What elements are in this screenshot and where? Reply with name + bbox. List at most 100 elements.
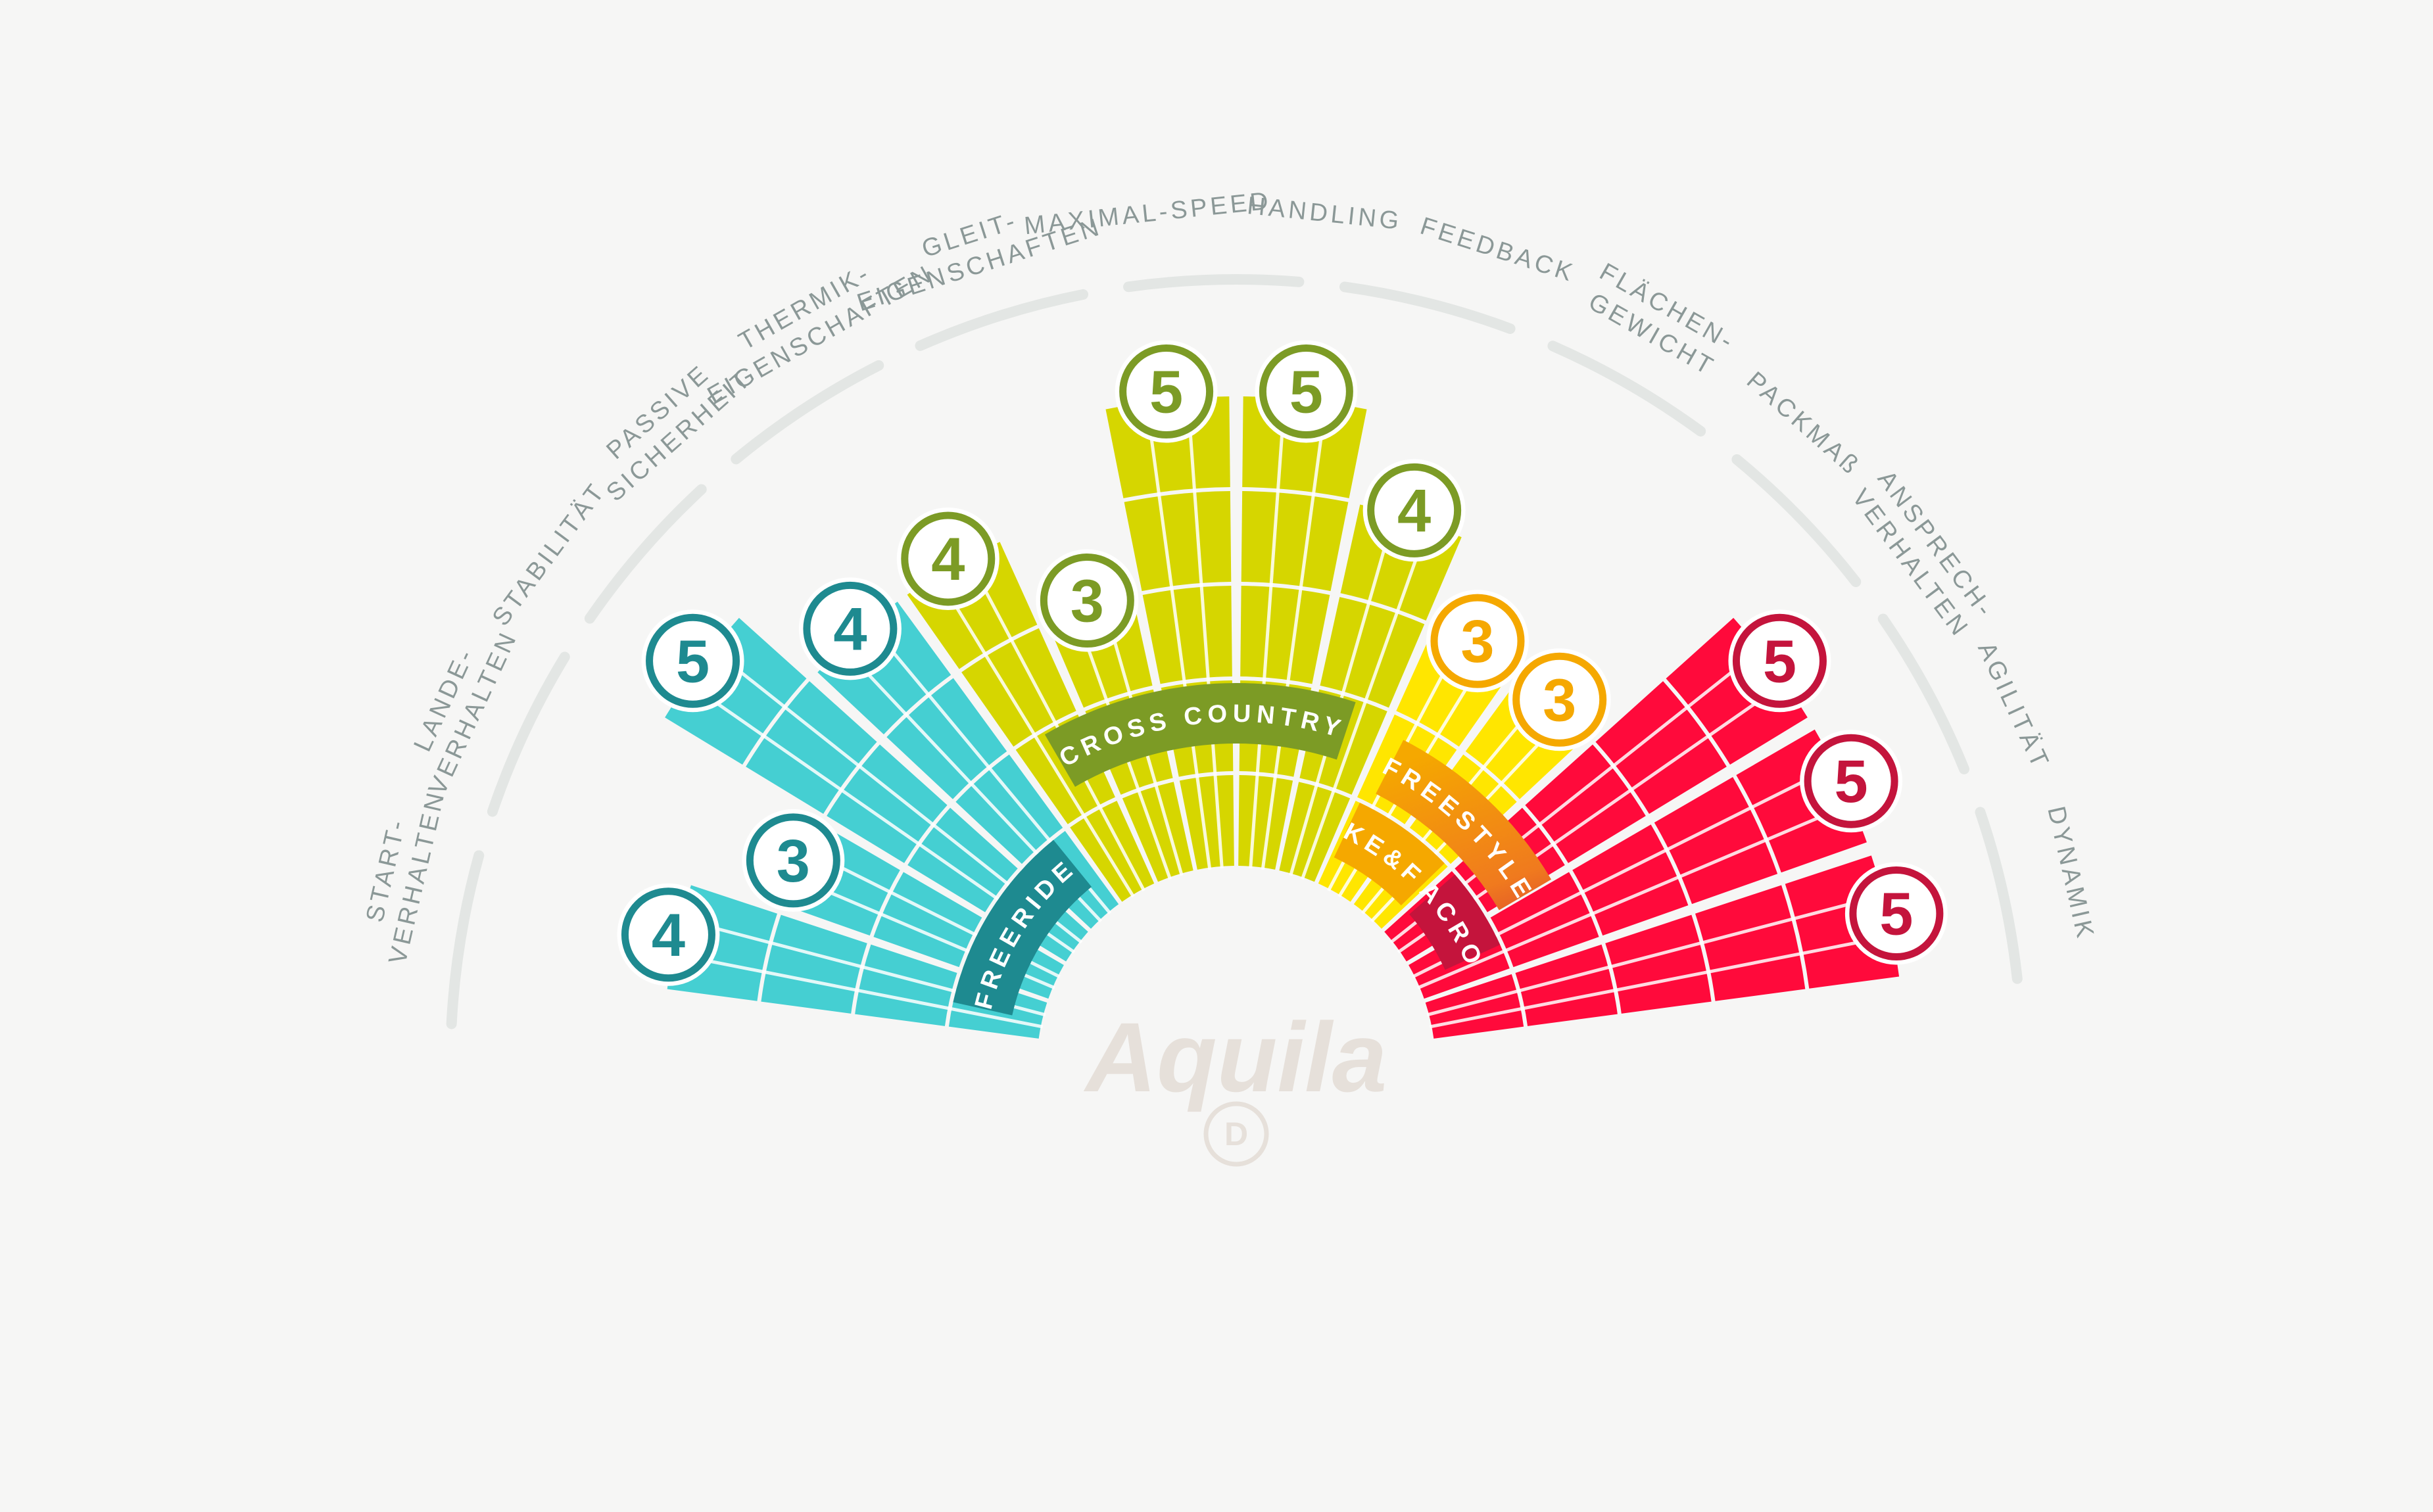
score-badge-thermik-eigenschaften: 4 <box>896 507 1000 610</box>
axis-label-packmass: PACKMAß <box>1741 367 1866 481</box>
axis-label-line: PACKMAß <box>1741 367 1866 481</box>
score-badge-feedback: 4 <box>1362 459 1466 562</box>
badge-ring <box>901 511 996 606</box>
badge-ring <box>1430 594 1525 688</box>
axis-label-handling: HANDLING <box>1246 192 1403 235</box>
logo-size-ring <box>1203 1101 1269 1167</box>
score-badge-stabilitaet: 5 <box>641 609 744 713</box>
bar-divider <box>1429 933 1895 1029</box>
bar-divider <box>1289 511 1397 876</box>
bar-divider <box>1261 400 1328 870</box>
bar-agilitaet <box>1409 729 1867 999</box>
score-badge-maximal-speed: 5 <box>1115 340 1218 443</box>
bar-segment <box>827 744 948 863</box>
badge-ring <box>646 613 740 708</box>
axis-label-passive-sicherheit: PASSIVESICHERHEIT <box>581 341 758 507</box>
axis-label-agilitaet: AGILITÄT <box>1972 638 2055 774</box>
badge-value: 5 <box>1149 359 1183 426</box>
score-badge-packmass: 3 <box>1508 648 1611 751</box>
axis-label-ansprech-verhalten: ANSPRECH-VERHALTEN <box>1846 465 2000 644</box>
badge-value: 5 <box>1835 748 1868 815</box>
bar-segment <box>1525 744 1646 863</box>
badge-ring <box>1512 652 1607 747</box>
badge-value: 5 <box>1289 359 1323 426</box>
badge-ring <box>746 813 840 908</box>
bar-segment <box>1142 586 1232 684</box>
bar-segment <box>761 914 867 1014</box>
score-badge-dynamik: 5 <box>1844 862 1948 965</box>
bar-segment <box>1241 491 1349 592</box>
bar-dynamik <box>1425 855 1900 1039</box>
bar-divider <box>1144 400 1212 870</box>
score-badge-passive-sicherheit: 4 <box>798 577 902 680</box>
bar-divider <box>1249 396 1287 868</box>
axis-label-line: MAXIMAL-SPEED <box>1023 187 1273 241</box>
badge-ring <box>1119 344 1214 439</box>
aquila-logo: Aquila D <box>1083 1002 1387 1167</box>
badge-value: 5 <box>676 628 710 695</box>
bar-divider <box>1426 893 1886 1017</box>
logo-size-letter: D <box>1224 1116 1248 1152</box>
score-badge-lande-verhalten: 3 <box>742 809 845 912</box>
bar-segment <box>961 628 1076 747</box>
band-shape <box>953 839 1092 1016</box>
bar-segment <box>1736 729 1867 873</box>
bar-ansprech-verhalten <box>1384 617 1808 962</box>
bar-segment <box>746 681 877 814</box>
score-badge-ansprech-verhalten: 5 <box>1728 609 1831 713</box>
bar-segment <box>1605 914 1712 1014</box>
badge-ring <box>1849 866 1944 961</box>
bar-divider <box>934 573 1135 898</box>
axis-label-line: HANDLING <box>1246 192 1403 235</box>
guide-arc <box>446 274 2027 1029</box>
bar-divider <box>1417 801 1854 990</box>
bar-divider <box>671 952 1044 1029</box>
score-badge-flaechen-gewicht: 3 <box>1426 590 1529 693</box>
bar-divider <box>1186 396 1224 868</box>
outer-guide-arc <box>446 274 2027 1029</box>
bar-segment <box>817 602 952 735</box>
badge-ring <box>1040 553 1134 648</box>
badge-value: 3 <box>1460 608 1494 675</box>
bar-segment <box>665 617 807 765</box>
bar-segment <box>955 754 1063 864</box>
bar-segment <box>907 807 1018 912</box>
bar-segment <box>1695 885 1806 1001</box>
axis-label-line: FEEDBACK <box>1417 212 1579 288</box>
band-shape <box>1334 803 1445 906</box>
band-shape <box>1409 874 1501 970</box>
axis-label-maximal-speed: MAXIMAL-SPEED <box>1023 187 1273 241</box>
axis-label-line: AGILITÄT <box>1972 638 2055 774</box>
badge-value: 4 <box>833 596 867 663</box>
axis-label-dynamik: DYNAMIK <box>2042 804 2100 943</box>
badge-value: 5 <box>1879 881 1913 948</box>
badge-value: 5 <box>1763 628 1796 695</box>
bar-divider <box>965 555 1145 891</box>
band-shape <box>1044 682 1356 787</box>
bar-segment <box>1666 617 1808 765</box>
badge-value: 3 <box>1071 567 1104 634</box>
score-badge-gleit-eigenschaften: 3 <box>1036 549 1139 652</box>
badge-ring <box>1732 613 1827 708</box>
badge-ring <box>1367 463 1462 557</box>
badge-value: 3 <box>777 828 810 895</box>
score-badge-handling: 5 <box>1255 340 1358 443</box>
axis-label-feedback: FEEDBACK <box>1417 212 1579 288</box>
badge-ring <box>1259 344 1353 439</box>
badge-value: 4 <box>1397 477 1431 544</box>
bar-segment <box>1240 586 1330 684</box>
axis-label-line: DYNAMIK <box>2042 804 2100 943</box>
score-badge-start-verhalten: 4 <box>617 883 720 986</box>
badge-value: 3 <box>1543 667 1576 734</box>
score-badge-agilitaet: 5 <box>1800 730 1903 833</box>
badge-ring <box>1804 734 1898 828</box>
bar-segment <box>1124 491 1232 592</box>
badge-value: 4 <box>652 902 685 969</box>
band-shape <box>1376 740 1552 910</box>
badge-value: 4 <box>931 526 965 593</box>
badge-ring <box>803 581 898 676</box>
bar-segment <box>1595 681 1727 814</box>
axis-label-start-verhalten: START-VERHALTEN <box>353 780 450 967</box>
